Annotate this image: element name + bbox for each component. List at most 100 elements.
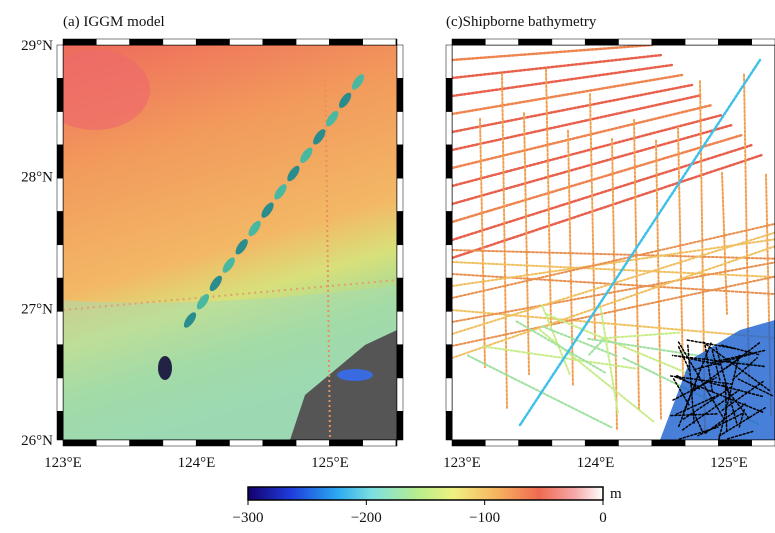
frame-tick <box>551 439 586 447</box>
seamount <box>222 257 235 273</box>
frame-tick <box>56 411 64 441</box>
frame-tick <box>56 211 64 246</box>
frame-tick <box>56 277 64 312</box>
frame-tick <box>129 38 164 46</box>
ship-track <box>452 261 775 279</box>
frame-tick <box>329 439 363 447</box>
ship-track <box>452 249 775 260</box>
seamount <box>274 184 287 200</box>
frame-tick <box>362 38 397 46</box>
frame-tick <box>445 311 453 345</box>
lon-label: 124°E <box>178 455 216 471</box>
frame-tick <box>445 211 453 246</box>
frame-tick <box>295 439 330 447</box>
frame-tick <box>262 439 297 447</box>
frame-tick <box>684 38 719 46</box>
seamount <box>326 110 339 127</box>
ship-track <box>672 376 717 401</box>
ship-track <box>452 63 674 98</box>
frame-tick <box>684 439 719 447</box>
ship-track <box>633 118 640 411</box>
colorbar-label: −300 <box>233 510 264 526</box>
seamount <box>183 312 197 328</box>
ship-track <box>678 426 719 440</box>
frame-tick <box>396 311 404 345</box>
frame-tick <box>162 439 197 447</box>
ship-track <box>672 378 691 407</box>
ship-track <box>541 304 572 377</box>
seamount <box>300 147 313 163</box>
map-frame <box>56 38 775 447</box>
seamount <box>248 220 261 237</box>
ship-track <box>737 378 773 397</box>
ship-track <box>600 331 681 340</box>
frame-tick <box>396 144 404 179</box>
ship-track <box>501 72 508 410</box>
ship-track <box>678 355 722 366</box>
frame-tick <box>295 38 330 46</box>
frame-tick <box>195 38 230 46</box>
ship-track <box>702 341 772 393</box>
lon-label: 125°E <box>311 455 349 471</box>
frame-tick <box>56 78 64 112</box>
ship-track <box>452 261 775 323</box>
seamount <box>209 275 222 292</box>
ship-track <box>589 93 596 340</box>
frame-tick <box>396 177 404 212</box>
ship-track <box>682 342 712 414</box>
ship-track <box>682 386 733 421</box>
frame-tick <box>396 244 404 279</box>
ship-track <box>681 389 741 431</box>
ship-track <box>518 58 762 427</box>
colorbar-label: −200 <box>351 510 382 526</box>
ship-track <box>452 113 724 188</box>
ship-track <box>732 357 758 381</box>
ship-track <box>452 53 664 80</box>
ship-track <box>718 354 740 440</box>
lat-label: 28°N <box>21 170 53 186</box>
frame-tick <box>56 311 64 345</box>
frame-tick <box>718 38 752 46</box>
ship-track <box>717 407 766 438</box>
frame-tick <box>62 38 97 46</box>
ship-track <box>711 349 766 364</box>
frame-tick <box>56 377 64 412</box>
frame-tick <box>56 144 64 179</box>
seamount <box>261 202 274 218</box>
ship-track <box>655 139 662 421</box>
ship-track <box>674 376 764 413</box>
frame-tick <box>329 38 363 46</box>
ship-track <box>452 103 714 170</box>
colorbar-label: −100 <box>469 510 500 526</box>
frame-tick <box>362 439 397 447</box>
ship-track <box>541 325 618 358</box>
ship-track <box>452 83 694 134</box>
lat-label: 29°N <box>21 38 53 54</box>
frame-tick <box>262 38 297 46</box>
frame-tick <box>751 38 775 46</box>
ship-track <box>704 403 747 434</box>
ship-track <box>693 352 754 371</box>
frame-tick <box>651 38 686 46</box>
frame-tick <box>485 38 519 46</box>
lat-label: 26°N <box>21 433 53 449</box>
frame-tick <box>445 44 453 79</box>
frame-tick <box>584 439 619 447</box>
frame-tick <box>396 277 404 312</box>
frame-tick <box>195 439 230 447</box>
ship-track <box>515 320 608 375</box>
ship-track <box>705 380 765 398</box>
lon-label: 123°E <box>443 455 481 471</box>
lat-label: 27°N <box>21 301 53 317</box>
frame-tick <box>396 411 404 441</box>
frame-tick <box>584 38 619 46</box>
ship-track <box>677 341 728 424</box>
ship-track <box>452 153 764 260</box>
map-igg <box>63 45 397 440</box>
frame-tick <box>396 111 404 146</box>
lon-label: 124°E <box>577 455 615 471</box>
ship-track <box>452 93 704 152</box>
frame-tick <box>96 38 130 46</box>
frame-tick <box>445 78 453 112</box>
frame-tick <box>395 439 398 447</box>
